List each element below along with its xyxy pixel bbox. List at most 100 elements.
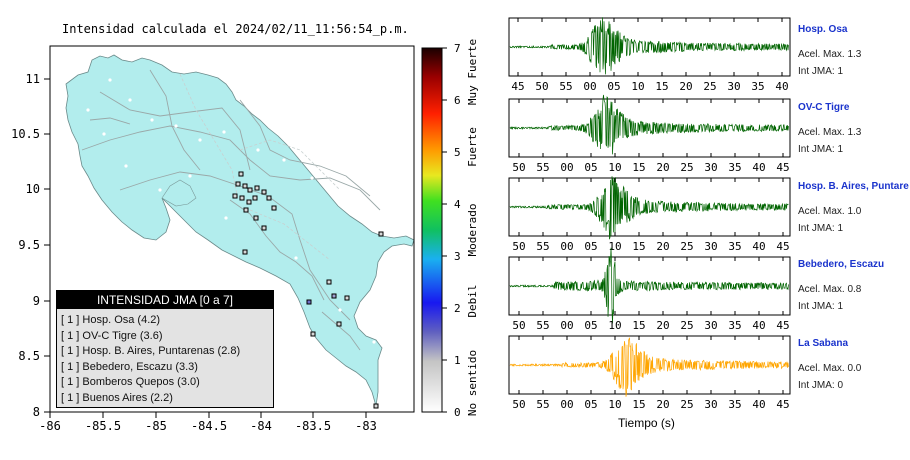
- intensity-colorbar: 0 1 2 3 4 5 6 7 No sentido Debil Moderado Fuerte Mu…: [421, 39, 479, 419]
- map-x-tick-label: -85.5: [85, 419, 121, 433]
- seismogram-trace: [509, 176, 789, 240]
- seismogram-tick-label: 20: [656, 319, 669, 332]
- seismogram-tick-label: 10: [608, 161, 621, 174]
- seismogram-tick-label: 55: [536, 398, 549, 411]
- colorbar-tick-label: 6: [454, 94, 461, 107]
- map-y-tick-label: 8: [33, 405, 40, 419]
- seismogram-tick-label: 00: [560, 398, 573, 411]
- seismogram-tick-label: 25: [680, 161, 693, 174]
- seismogram-tick-label: 15: [632, 240, 645, 253]
- seismogram-tick-label: 45: [776, 319, 789, 332]
- int-jma-label: Int JMA: 1: [798, 223, 844, 234]
- acel-max-label: Acel. Max. 0.8: [798, 284, 862, 295]
- seismogram-tick-label: 45: [776, 398, 789, 411]
- seismogram-tick-label: 10: [608, 240, 621, 253]
- seismogram-tick-label: 55: [559, 80, 572, 93]
- seismogram-trace: [509, 17, 789, 75]
- seismogram-tick-label: 05: [584, 398, 597, 411]
- seismogram-tick-label: 35: [728, 161, 741, 174]
- seismogram-tick-label: 40: [752, 398, 765, 411]
- seismogram-tick-label: 45: [776, 161, 789, 174]
- acel-max-label: Acel. Max. 1.0: [798, 206, 862, 217]
- map-title: Intensidad calculada el 2024/02/11_11:56…: [62, 22, 409, 36]
- map-y-tick-label: 10: [26, 182, 40, 196]
- costa-rica-landmass: [65, 54, 415, 407]
- legend-item: [ 1 ] Buenos Aires (2.2): [61, 391, 173, 404]
- seismogram-tick-label: 30: [704, 240, 717, 253]
- seismogram-tick-label: 20: [679, 80, 692, 93]
- seismogram-panel: 50 55 00 05 10 15 20 25 30 35 40 45: [508, 176, 791, 253]
- station-name-tigre: OV-C Tigre: [798, 102, 850, 113]
- colorbar-gradient: [421, 47, 443, 413]
- colorbar-category-label: Fuerte: [466, 127, 479, 167]
- colorbar-tick-label: 2: [454, 302, 461, 315]
- legend-item: [ 1 ] Hosp. Osa (4.2): [61, 314, 161, 326]
- legend-title: INTENSIDAD JMA [0 a 7]: [57, 291, 273, 309]
- seismogram-tick-label: 05: [584, 319, 597, 332]
- seismogram-tick-label: 15: [632, 161, 645, 174]
- colorbar-category-label: Muy Fuerte: [466, 39, 479, 105]
- province-borders: [179, 73, 341, 261]
- map-x-tick-label: -84: [250, 419, 272, 433]
- seismogram-tick-label: 50: [512, 161, 525, 174]
- seismogram-tick-label: 20: [656, 240, 669, 253]
- legend-list: [ 1 ] Hosp. Osa (4.2) [ 1 ] OV-C Tigre (…: [57, 309, 273, 406]
- map-x-tick-label: -86: [39, 419, 61, 433]
- seismogram-tick-label: 15: [632, 319, 645, 332]
- seismogram-tick-label: 30: [704, 161, 717, 174]
- legend-item: [ 1 ] Bomberos Quepos (3.0): [61, 376, 200, 388]
- map-y-axis: 11 10.5 10 9.5 9 8.5 8: [11, 72, 50, 419]
- station-info-sabana: Acel. Max. 0.0 Int JMA: 0: [798, 360, 861, 394]
- seismogram-tick-label: 55: [536, 319, 549, 332]
- seismogram-tick-label: 00: [583, 80, 596, 93]
- seismogram-tick-label: 45: [776, 240, 789, 253]
- station-markers: [232, 171, 384, 409]
- legend-item: [ 1 ] Bebedero, Escazu (3.3): [61, 360, 198, 373]
- seismogram-tick-label: 35: [728, 319, 741, 332]
- map-y-tick-label: 11: [26, 72, 40, 86]
- map-y-tick-label: 10.5: [11, 127, 40, 141]
- seismogram-tick-label: 10: [608, 319, 621, 332]
- map-y-tick-label: 8.5: [18, 349, 40, 363]
- colorbar-tick-label: 0: [454, 406, 461, 419]
- seismogram-tick-label: 55: [536, 240, 549, 253]
- legend-item: [ 1 ] Hosp. B. Aires, Puntarenas (2.8): [61, 345, 241, 357]
- map-x-axis: -86 -85.5 -85 -84.5 -84 -83.5 -83: [39, 412, 377, 433]
- intensity-legend: INTENSIDAD JMA [0 a 7] [ 1 ] Hosp. Osa (…: [56, 290, 274, 408]
- nicoya-coast-detail: [161, 179, 197, 207]
- seismogram-tick-label: 40: [752, 319, 765, 332]
- seismogram-tick-label: 35: [728, 398, 741, 411]
- seismogram-tick-label: 25: [680, 398, 693, 411]
- colorbar-tick-label: 7: [454, 42, 461, 55]
- colorbar-category-label: Debil: [466, 284, 479, 317]
- acel-max-label: Acel. Max. 1.3: [798, 49, 862, 60]
- station-info-bebedero: Acel. Max. 0.8 Int JMA: 1: [798, 281, 861, 315]
- seismogram-tick-label: 50: [535, 80, 548, 93]
- seismogram-tick-label: 40: [752, 161, 765, 174]
- seismogram-tick-label: 15: [655, 80, 668, 93]
- town-markers: [86, 78, 376, 344]
- seismogram-tick-label: 10: [608, 398, 621, 411]
- seismogram-tick-label: 50: [512, 398, 525, 411]
- map-x-tick-label: -83.5: [295, 419, 331, 433]
- seismogram-trace: [509, 337, 789, 397]
- seismogram-tick-label: 00: [560, 161, 573, 174]
- seismogram-tick-label: 25: [680, 240, 693, 253]
- seismogram-tick-label: 40: [775, 80, 788, 93]
- int-jma-label: Int JMA: 1: [798, 301, 844, 312]
- seismogram-tick-label: 30: [704, 398, 717, 411]
- seismogram-panel: 45 50 55 00 05 10 15 20 25 30 35 40: [508, 17, 791, 93]
- seismogram-tick-label: 05: [584, 161, 597, 174]
- seismogram-tick-label: 55: [536, 161, 549, 174]
- map-x-tick-label: -85: [145, 419, 167, 433]
- station-info-osa: Acel. Max. 1.3 Int JMA: 1: [798, 46, 861, 80]
- seismogram-panel: 50 55 00 05 10 15 20 25 30 35 40 45: [508, 247, 791, 332]
- seismogram-frame: [508, 17, 791, 77]
- int-jma-label: Int JMA: 1: [798, 144, 844, 155]
- seismogram-tick-label: 50: [512, 240, 525, 253]
- seismogram-tick-label: 00: [560, 240, 573, 253]
- station-name-sabana: La Sabana: [798, 338, 849, 349]
- seismogram-tick-label: 25: [680, 319, 693, 332]
- seismogram-tick-label: 35: [728, 240, 741, 253]
- seismogram-panel: 50 55 00 05 10 15 20 25 30 35 40 45: [508, 335, 791, 411]
